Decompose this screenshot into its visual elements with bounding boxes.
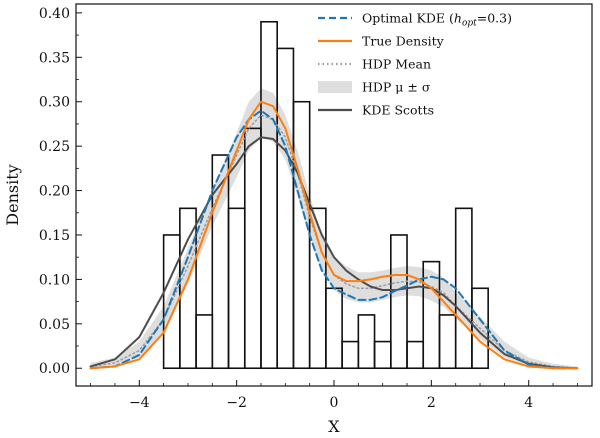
x-axis-label: X — [328, 417, 340, 436]
tick-layer: −4 −2 0 2 4 0.00 0.05 0.10 0.15 0.20 0.25 0.30 0.35 0… — [39, 6, 578, 411]
y-tick-label: 0.35 — [39, 50, 70, 66]
histogram-bar — [227, 207, 246, 370]
legend-label-scotts: KDE Scotts — [362, 103, 434, 118]
y-tick-label: 0.25 — [39, 139, 70, 155]
series-lines-layer — [89, 100, 579, 370]
x-tick-label: 4 — [524, 395, 533, 411]
histogram-bar — [390, 234, 408, 370]
x-tick-label: 0 — [330, 395, 339, 411]
histogram-bar — [406, 340, 425, 370]
histogram-bar — [195, 314, 214, 370]
y-tick-label: 0.20 — [39, 184, 70, 200]
y-tick-label: 0.30 — [39, 95, 70, 111]
histogram-bar — [438, 314, 457, 370]
histogram-bar — [357, 314, 376, 370]
x-tick-label: −4 — [129, 395, 150, 411]
y-tick-label: 0.10 — [39, 272, 70, 288]
histogram-bar — [292, 100, 311, 370]
series-line-true-density — [89, 100, 579, 370]
legend-label-true: True Density — [362, 34, 445, 49]
histogram-bar — [325, 287, 343, 370]
histogram-bar — [341, 340, 360, 370]
histogram-bar — [454, 207, 473, 370]
histogram-bar — [243, 127, 262, 370]
y-tick-label: 0.00 — [39, 361, 70, 377]
x-tick-label: 2 — [427, 395, 436, 411]
legend-label-hdp_band: HDP μ ± σ — [362, 80, 431, 95]
legend-swatch-hdp_band — [318, 81, 352, 93]
legend-label-hdp_mean: HDP Mean — [362, 57, 431, 72]
y-tick-label: 0.15 — [39, 228, 70, 244]
histogram-bar — [260, 20, 278, 370]
histogram-bar — [373, 340, 392, 370]
y-tick-label: 0.40 — [39, 6, 70, 22]
histogram-bar — [276, 47, 295, 370]
y-tick-label: 0.05 — [39, 317, 70, 333]
series-line-optimal-kde-hopt-0-3 — [89, 109, 579, 370]
histogram-bar — [179, 207, 197, 370]
legend-label-optimal: Optimal KDE (hopt=0.3) — [362, 11, 512, 29]
y-axis-label: Density — [3, 164, 22, 225]
x-tick-label: −2 — [226, 395, 247, 411]
legend: Optimal KDE (hopt=0.3) True Density HDP Me… — [318, 11, 512, 118]
